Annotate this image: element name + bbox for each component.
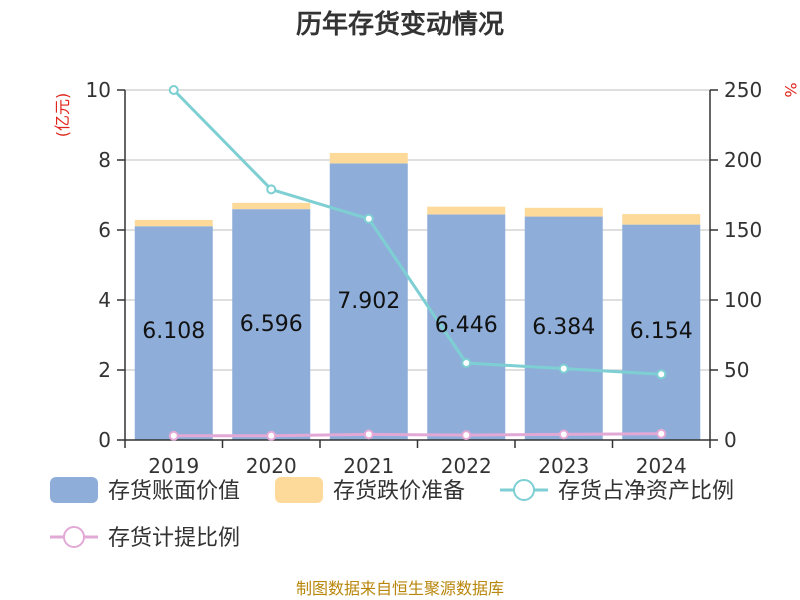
bar-inventory-book-value — [134, 226, 213, 440]
x-axis-tick-label: 2020 — [246, 454, 297, 478]
x-axis-tick-label: 2024 — [636, 454, 687, 478]
right-axis-unit: % — [781, 82, 800, 97]
point-inventory-to-net-assets — [656, 369, 667, 380]
bar-value-label: 7.902 — [337, 289, 400, 314]
chart-title: 历年存货变动情况 — [296, 9, 504, 40]
bar-inventory-impairment — [329, 152, 408, 164]
left-axis-tick-label: 10 — [86, 78, 111, 102]
bar-value-label: 6.384 — [532, 315, 595, 340]
legend-label: 存货计提比例 — [108, 526, 240, 551]
point-impairment-ratio — [266, 430, 277, 441]
legend-label: 存货账面价值 — [108, 479, 240, 504]
bar-inventory-impairment — [427, 206, 506, 215]
point-impairment-ratio — [558, 429, 569, 440]
right-axis-tick-label: 50 — [724, 358, 749, 382]
legend-label: 存货跌价准备 — [333, 479, 465, 504]
left-axis-tick-label: 6 — [98, 218, 111, 242]
line-inventory-to-net-assets — [172, 88, 662, 376]
left-axis-tick-label: 4 — [98, 288, 111, 312]
legend-label: 存货占净资产比例 — [558, 479, 734, 504]
point-inventory-to-net-assets — [168, 85, 179, 95]
bars — [134, 152, 701, 440]
x-axis-tick-label: 2022 — [441, 454, 492, 478]
legend-swatch — [50, 477, 98, 503]
bar-inventory-impairment — [524, 207, 603, 217]
left-axis-tick-label: 0 — [98, 428, 111, 452]
right-axis-tick-label: 100 — [724, 288, 762, 312]
left-axis-tick-label: 2 — [98, 358, 111, 382]
right-axis-tick-label: 200 — [724, 148, 762, 172]
legend-swatch-marker — [513, 479, 535, 501]
point-inventory-to-net-assets — [461, 358, 472, 368]
bar-value-label: 6.596 — [240, 312, 303, 337]
bar-value-label: 6.154 — [630, 319, 693, 344]
bar-inventory-book-value — [232, 209, 311, 440]
point-impairment-ratio — [656, 428, 667, 439]
bar-value-label: 6.446 — [435, 313, 498, 338]
bar-value-labels: 6.108 6.596 7.902 6.446 6.384 6.154 — [142, 289, 692, 344]
point-impairment-ratio — [168, 430, 179, 441]
legend-swatch-marker — [63, 526, 85, 548]
line-impairment-ratio — [173, 432, 662, 438]
x-axis-tick-label: 2021 — [343, 454, 394, 478]
right-axis-tick-label: 250 — [724, 78, 762, 102]
point-impairment-ratio — [363, 429, 374, 440]
bar-inventory-impairment — [232, 202, 311, 210]
source-note: 制图数据来自恒生聚源数据库 — [296, 579, 504, 598]
right-axis-tick-label: 0 — [724, 428, 737, 452]
left-axis-unit: (亿元) — [53, 93, 72, 138]
bar-inventory-impairment — [622, 214, 701, 225]
point-inventory-to-net-assets — [363, 213, 374, 224]
bar-value-label: 6.108 — [142, 319, 205, 344]
x-axis-tick-label: 2023 — [538, 454, 589, 478]
point-impairment-ratio — [461, 430, 472, 441]
point-inventory-to-net-assets — [558, 363, 569, 374]
line-series — [168, 85, 667, 441]
bar-inventory-book-value — [524, 216, 603, 440]
bar-inventory-book-value — [622, 224, 701, 440]
x-axis-tick-label: 2019 — [148, 454, 199, 478]
right-axis-tick-label: 150 — [724, 218, 762, 242]
point-inventory-to-net-assets — [266, 184, 277, 195]
bar-inventory-impairment — [134, 219, 213, 227]
left-axis-tick-label: 8 — [98, 148, 111, 172]
legend-swatch — [275, 477, 323, 503]
